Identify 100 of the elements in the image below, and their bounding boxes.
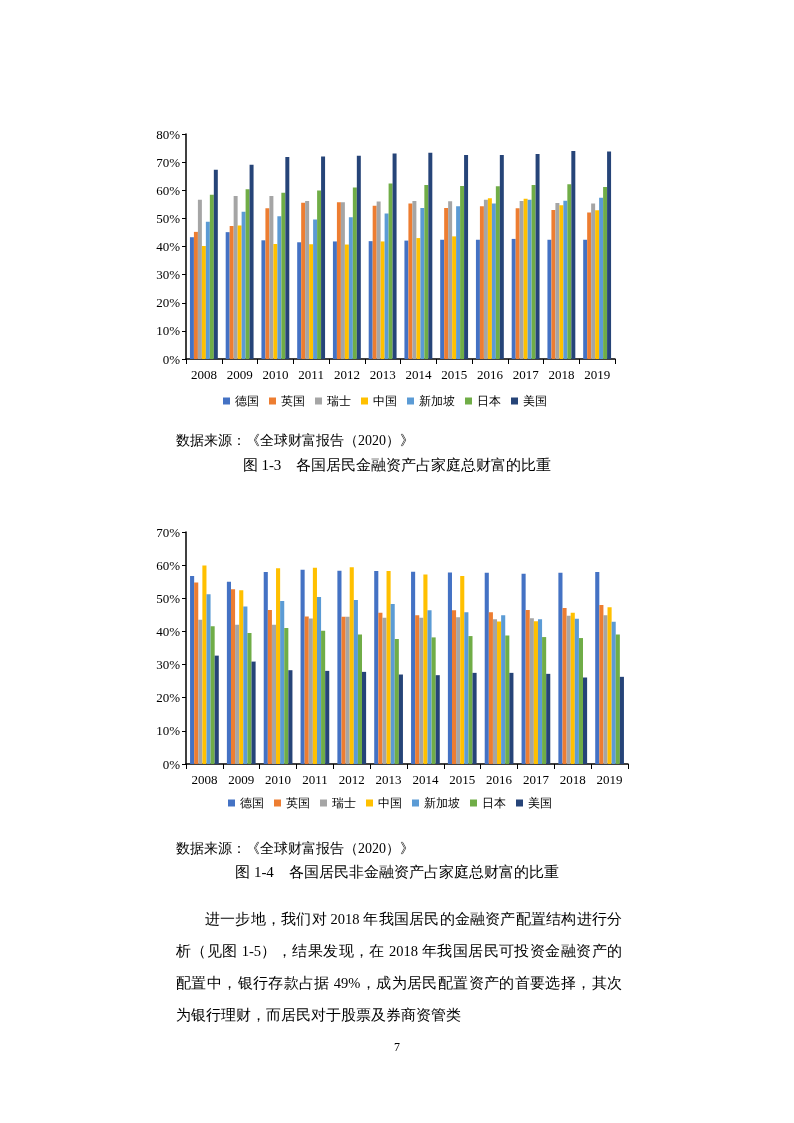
bar xyxy=(599,197,604,359)
bar xyxy=(408,203,413,359)
bar xyxy=(209,194,214,359)
x-tick-label: 2009 xyxy=(228,772,255,787)
x-tick-label: 2012 xyxy=(338,772,365,787)
bar xyxy=(313,219,318,359)
bar xyxy=(574,618,579,764)
legend-label: 中国 xyxy=(378,796,402,810)
x-tick-label: 2009 xyxy=(226,367,253,382)
bar xyxy=(229,225,234,359)
bar xyxy=(243,606,248,764)
bar xyxy=(325,670,330,764)
bar xyxy=(245,189,250,359)
bar xyxy=(353,599,358,764)
bar xyxy=(570,612,575,764)
bar xyxy=(233,195,238,359)
bar xyxy=(357,634,363,764)
bar xyxy=(372,205,377,359)
bar xyxy=(394,639,399,764)
bar xyxy=(519,200,524,359)
bar xyxy=(416,238,421,359)
bar xyxy=(230,589,236,764)
bar xyxy=(615,634,620,764)
bar xyxy=(451,610,457,764)
text: 图 1-4 各国居民非金融资产占家庭总财富的比重 xyxy=(234,863,560,882)
bar xyxy=(241,211,246,359)
bar xyxy=(336,202,341,359)
legend-label: 日本 xyxy=(482,796,506,810)
bar xyxy=(531,184,536,359)
bar xyxy=(419,617,424,764)
bar xyxy=(501,615,506,764)
bar xyxy=(460,576,465,764)
bar xyxy=(412,200,417,359)
bar xyxy=(345,616,350,764)
bar xyxy=(239,590,244,764)
x-tick-label: 2014 xyxy=(412,772,439,787)
bar xyxy=(484,572,489,764)
bar xyxy=(427,610,432,764)
bar xyxy=(398,674,403,764)
bar xyxy=(210,626,215,764)
bar xyxy=(587,212,592,359)
bar xyxy=(201,245,206,359)
bar xyxy=(619,676,624,764)
bar xyxy=(527,199,532,359)
bar xyxy=(235,624,240,764)
y-tick-label: 20% xyxy=(156,295,181,311)
bar xyxy=(460,186,465,359)
bar xyxy=(603,186,608,359)
y-tick-label: 10% xyxy=(156,723,181,739)
bar xyxy=(261,240,266,359)
bar xyxy=(566,615,571,764)
bar xyxy=(382,617,387,764)
bar xyxy=(509,672,514,764)
legend-label: 德国 xyxy=(235,394,259,408)
bar xyxy=(197,199,202,359)
bar xyxy=(193,231,198,359)
bar xyxy=(376,201,381,359)
bar xyxy=(456,206,461,359)
bar xyxy=(194,582,199,764)
bar xyxy=(348,217,353,359)
legend-label: 美国 xyxy=(523,394,547,408)
bar xyxy=(551,209,556,359)
legend-label: 日本 xyxy=(477,394,501,408)
bar xyxy=(198,619,203,764)
x-tick-label: 2016 xyxy=(486,772,513,787)
bar xyxy=(529,618,534,764)
legend-label: 英国 xyxy=(286,796,310,810)
bar xyxy=(384,213,389,359)
bar xyxy=(533,621,538,764)
bar xyxy=(464,155,469,359)
x-tick-label: 2019 xyxy=(584,367,611,382)
bar xyxy=(277,216,282,359)
bar xyxy=(332,241,337,359)
y-tick-label: 80% xyxy=(156,126,181,142)
y-tick-label: 30% xyxy=(156,657,181,673)
y-tick-label: 40% xyxy=(156,623,181,639)
bar xyxy=(607,151,612,359)
bar xyxy=(428,152,433,359)
bar xyxy=(452,236,457,359)
bar xyxy=(607,607,612,764)
bar xyxy=(546,673,551,764)
y-tick-label: 40% xyxy=(156,239,181,254)
y-tick-label: 20% xyxy=(156,690,181,706)
legend-label: 英国 xyxy=(281,394,305,408)
bar xyxy=(483,199,488,359)
bar xyxy=(555,202,560,359)
bar xyxy=(267,609,272,764)
bar xyxy=(521,573,526,764)
bar xyxy=(206,594,211,764)
bar xyxy=(269,195,274,359)
bar xyxy=(226,581,231,764)
bar xyxy=(265,208,270,359)
text: 7 xyxy=(393,1040,401,1055)
bar xyxy=(583,239,588,359)
legend-label: 中国 xyxy=(373,394,397,408)
x-tick-label: 2017 xyxy=(522,772,550,787)
bar xyxy=(247,633,252,764)
bar xyxy=(309,244,314,359)
bar xyxy=(448,201,453,359)
bar xyxy=(558,572,563,764)
